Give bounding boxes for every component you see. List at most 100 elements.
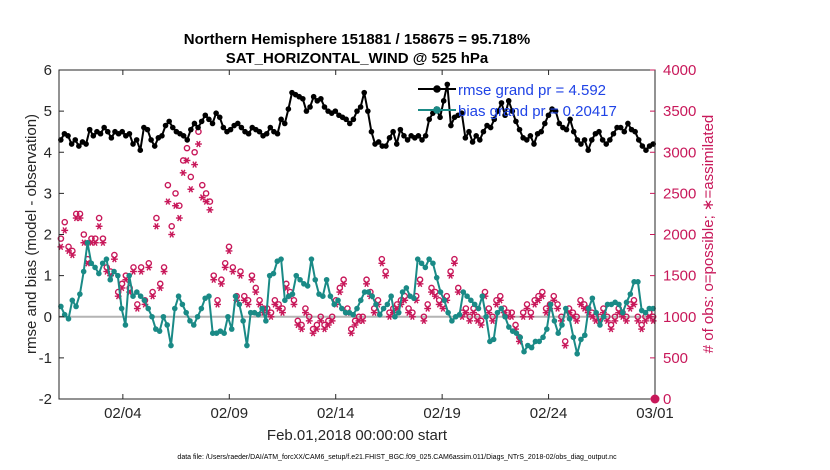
rmse-point (133, 137, 140, 143)
rmse-point (422, 133, 429, 139)
rmse-point (274, 130, 281, 137)
rmse-point (151, 143, 158, 149)
obs-possible-marker (183, 144, 191, 152)
legend-bias-label: bias grand pr = 0.20417 (458, 103, 617, 120)
obs-assimilated-marker (298, 325, 306, 333)
rmse-point (220, 124, 227, 131)
obs-assimilated-stroke (520, 313, 526, 321)
bias-point (236, 301, 243, 308)
obs-possible-marker (248, 272, 256, 279)
obs-assimilated-marker (508, 313, 516, 321)
obs-assimilated-stroke (589, 313, 595, 321)
obs-assimilated-stroke (387, 313, 392, 321)
left-y-tick-label: 1 (44, 268, 52, 285)
rmse-point (491, 116, 498, 123)
obs-assimilated-stroke (188, 185, 194, 193)
obs-assimilated-stroke (161, 268, 167, 275)
obs-assimilated-stroke (306, 317, 312, 325)
obs-assimilated-marker (95, 222, 103, 230)
obs-assimilated-marker (237, 272, 244, 279)
bias-point (118, 305, 125, 312)
bias-point (411, 295, 417, 302)
bias-point (570, 334, 577, 341)
rmse-point (101, 124, 107, 131)
left-y-tick-label: 4 (44, 144, 52, 161)
obs-assimilated-marker (68, 251, 76, 259)
rmse-point (245, 130, 252, 137)
obs-assimilated-marker (206, 206, 214, 214)
obs-possible-marker (519, 309, 527, 316)
obs-assimilated-marker (221, 264, 229, 271)
rmse-point (477, 137, 483, 143)
obs-assimilated-marker (210, 276, 218, 284)
rmse-point (498, 100, 505, 106)
obs-assimilated-marker (279, 309, 286, 316)
rmse-point (285, 106, 292, 112)
rmse-point (621, 128, 628, 135)
obs-assimilated-stroke (211, 276, 217, 284)
obs-possible-marker (630, 296, 638, 304)
bias-point (126, 272, 133, 279)
bias-point (270, 270, 277, 277)
bias-point (92, 264, 98, 271)
obs-possible-marker (523, 301, 531, 308)
bias-point (304, 283, 311, 289)
obs-assimilated-stroke (295, 321, 301, 329)
rmse-point (437, 114, 443, 121)
bias-point (228, 326, 235, 332)
obs-assimilated-marker (588, 313, 596, 321)
obs-possible-marker (607, 321, 615, 329)
bias-point (244, 342, 250, 349)
bias-point (597, 322, 603, 328)
rmse-point (188, 126, 194, 133)
obs-assimilated-stroke (249, 276, 255, 284)
obs-assimilated-marker (538, 292, 546, 300)
obs-assimilated-stroke (364, 280, 369, 288)
rmse-point (76, 143, 82, 149)
rmse-point (581, 137, 588, 143)
rmse-point (495, 108, 501, 114)
obs-possible-marker (99, 235, 107, 242)
bias-point (471, 301, 478, 308)
obs-assimilated-marker (642, 317, 649, 325)
bias-point (194, 313, 201, 320)
obs-assimilated-marker (408, 313, 416, 321)
obs-assimilated-stroke (157, 284, 163, 292)
obs-assimilated-stroke (192, 161, 197, 168)
bias-point (65, 316, 72, 322)
obs-possible-marker (61, 218, 69, 226)
rmse-point (570, 128, 577, 135)
obs-assimilated-stroke (96, 222, 102, 230)
obs-assimilated-marker (317, 317, 325, 325)
left-y-tick-label: -1 (39, 350, 52, 367)
obs-possible-marker (305, 313, 313, 321)
obs-assimilated-marker (267, 313, 275, 321)
obs-possible-marker (237, 268, 244, 275)
obs-assimilated-marker (160, 268, 168, 275)
rmse-point (516, 126, 523, 133)
obs-possible-marker (72, 210, 80, 218)
rmse-point (198, 118, 205, 125)
obs-assimilated-stroke (284, 284, 289, 292)
right-y-tick-label: 0 (663, 391, 671, 408)
obs-possible-marker (225, 243, 233, 251)
obs-assimilated-marker (435, 301, 443, 308)
plot-area (59, 70, 655, 399)
rmse-point (263, 130, 270, 137)
bias-point (528, 344, 535, 351)
obs-assimilated-stroke (429, 288, 434, 296)
bias-point (521, 348, 527, 355)
bias-point (395, 309, 402, 316)
obs-assimilated-stroke (509, 313, 515, 321)
obs-assimilated-stroke (383, 272, 388, 279)
bias-point (392, 313, 398, 320)
rmse-point (386, 135, 393, 141)
obs-assimilated-stroke (222, 264, 228, 271)
rmse-point (469, 139, 476, 145)
obs-assimilated-marker (328, 317, 336, 325)
bias-point (365, 289, 372, 295)
obs-assimilated-stroke (77, 214, 83, 222)
obs-assimilated-stroke (459, 313, 465, 321)
obs-assimilated-stroke (123, 276, 129, 284)
obs-assimilated-stroke (608, 325, 614, 333)
